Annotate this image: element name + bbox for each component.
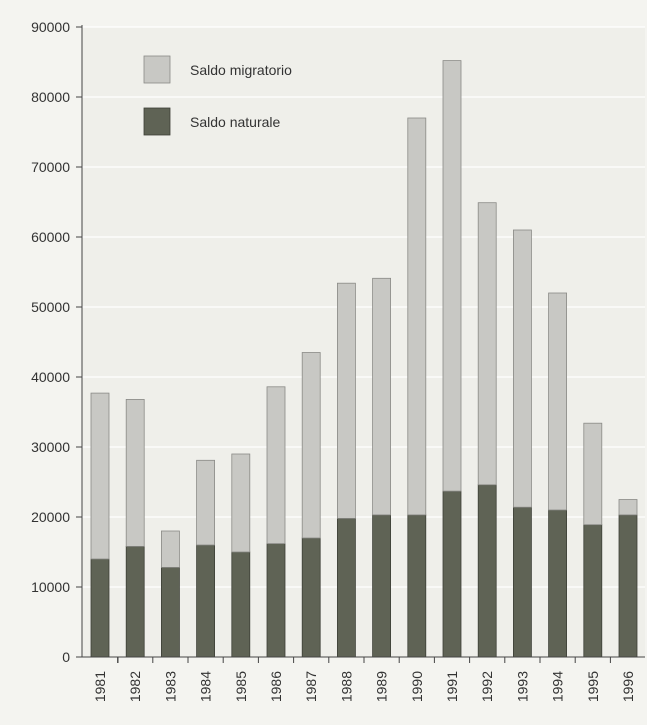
x-tick-label: 1995: [585, 671, 601, 702]
bar-saldo-naturale: [513, 506, 532, 658]
bar-saldo-migratorio: [125, 398, 145, 547]
x-tick-label: 1993: [514, 671, 530, 702]
bar-saldo-migratorio: [266, 386, 286, 544]
bar-saldo-migratorio: [301, 352, 321, 539]
bar-saldo-migratorio: [90, 392, 110, 560]
x-tick-label: 1994: [550, 671, 566, 702]
x-tick-label: 1996: [620, 671, 636, 702]
y-tick-label: 10000: [31, 579, 70, 595]
bar-saldo-naturale: [336, 518, 356, 658]
x-tick-label: 1991: [444, 671, 460, 702]
bars: [90, 60, 638, 658]
y-tick-label: 90000: [31, 19, 70, 35]
bar-saldo-naturale: [407, 514, 427, 658]
bar-saldo-migratorio: [513, 229, 532, 508]
x-tick-label: 1986: [268, 671, 284, 702]
bar-saldo-naturale: [583, 524, 603, 658]
bar-saldo-naturale: [477, 484, 497, 658]
bar-saldo-migratorio: [548, 292, 567, 511]
y-tick-label: 60000: [31, 229, 70, 245]
bar-saldo-naturale: [160, 567, 180, 658]
y-tick-label: 20000: [31, 509, 70, 525]
bar-saldo-naturale: [90, 558, 110, 658]
bar-saldo-naturale: [618, 514, 638, 658]
bar-saldo-migratorio: [336, 282, 356, 519]
x-tick-label: 1981: [92, 671, 108, 702]
x-tick-label: 1983: [162, 671, 178, 702]
bar-saldo-naturale: [442, 490, 462, 658]
bar-saldo-naturale: [231, 551, 251, 658]
bar-saldo-naturale: [372, 514, 392, 658]
legend-swatch: [143, 55, 171, 84]
bar-saldo-migratorio: [196, 459, 216, 546]
y-tick-label: 40000: [31, 369, 70, 385]
x-tick-label: 1987: [303, 671, 319, 702]
y-tick-label: 80000: [31, 89, 70, 105]
axes: 0 10000 20000 30000 40000 50000 60000 70000 8000…: [31, 19, 645, 702]
bar-saldo-naturale: [196, 544, 216, 658]
legend: Saldo migratorio Saldo naturale: [143, 55, 292, 136]
x-tick-label: 1984: [198, 671, 214, 702]
x-tick-label: 1985: [233, 671, 249, 702]
bar-saldo-migratorio: [372, 277, 392, 516]
x-tick-label: 1992: [479, 671, 495, 702]
bar-saldo-migratorio: [442, 60, 462, 492]
bar-saldo-naturale: [125, 546, 145, 658]
y-tick-label: 50000: [31, 299, 70, 315]
x-tick-label: 1988: [338, 671, 354, 702]
bar-saldo-migratorio: [231, 453, 251, 553]
x-tick-label: 1989: [374, 671, 390, 702]
x-tick-label: 1990: [409, 671, 425, 702]
bar-saldo-migratorio: [160, 530, 180, 568]
bar-saldo-migratorio: [583, 422, 603, 526]
bar-saldo-migratorio: [407, 117, 427, 516]
bar-saldo-naturale: [548, 509, 567, 658]
y-tick-label: 0: [62, 649, 70, 665]
y-tick-label: 30000: [31, 439, 70, 455]
legend-swatch: [143, 107, 171, 136]
bar-saldo-migratorio: [618, 499, 638, 516]
bar-saldo-naturale: [266, 543, 286, 658]
bar-saldo-migratorio: [477, 202, 497, 486]
legend-label: Saldo migratorio: [190, 62, 292, 78]
x-tick-label: 1982: [127, 671, 143, 702]
bar-saldo-naturale: [301, 537, 321, 658]
legend-label: Saldo naturale: [190, 114, 281, 130]
y-tick-label: 70000: [31, 159, 70, 175]
